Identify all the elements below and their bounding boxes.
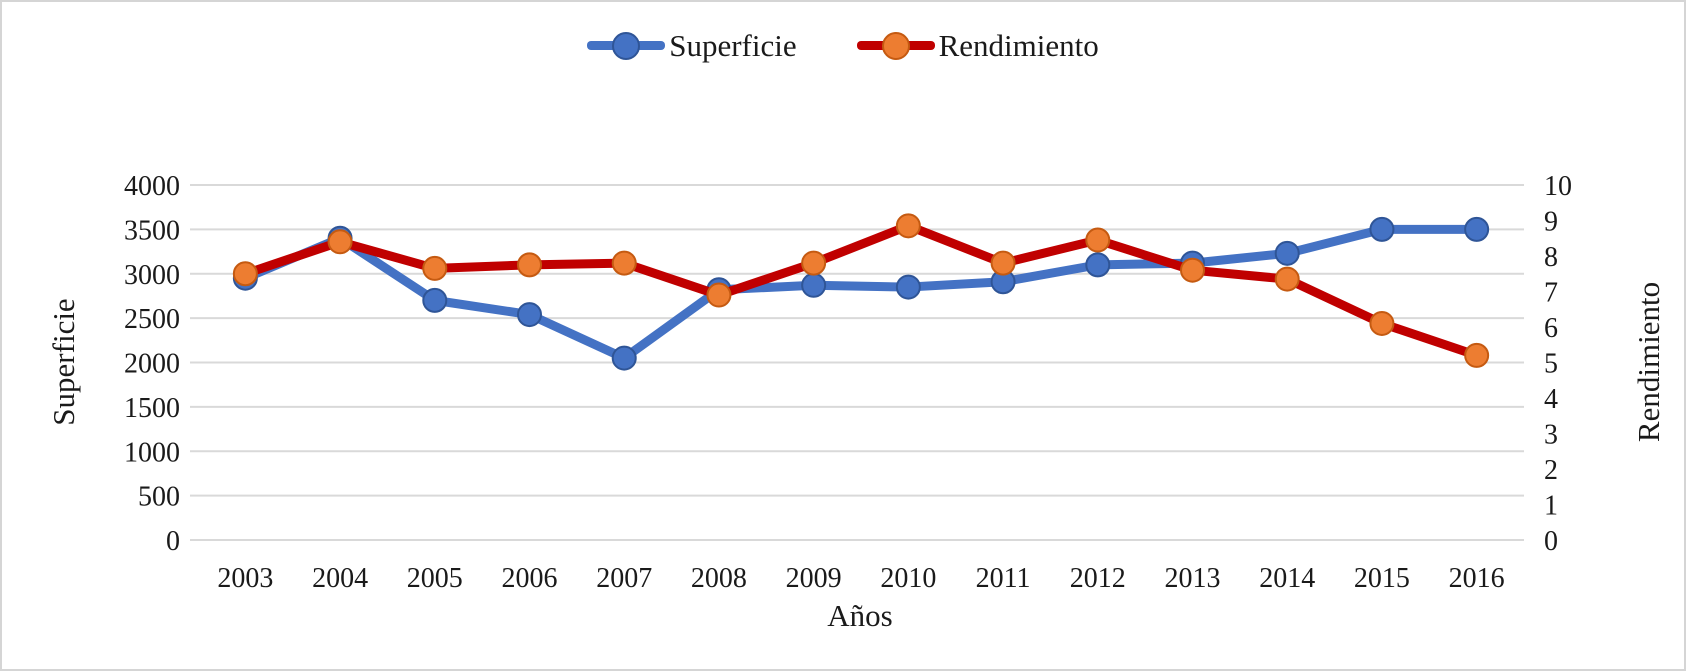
left-axis-tick-label: 1500 xyxy=(124,393,180,424)
data-point-superficie-2010[interactable] xyxy=(895,274,921,300)
data-point-superficie-2007[interactable] xyxy=(611,345,637,371)
x-axis-tick-label: 2005 xyxy=(407,563,463,594)
superficie-line-swatch-icon xyxy=(587,31,666,60)
legend-label-superficie: Superficie xyxy=(669,28,797,63)
legend-item-rendimiento[interactable]: Rendimiento xyxy=(856,28,1099,63)
data-point-rendimiento-2012[interactable] xyxy=(1085,227,1111,253)
data-point-superficie-2009[interactable] xyxy=(801,272,827,298)
data-point-superficie-2006[interactable] xyxy=(517,302,542,328)
left-axis-tick-label: 2500 xyxy=(124,304,180,335)
legend: Superficie Rendimiento xyxy=(2,30,1684,61)
data-point-rendimiento-2011[interactable] xyxy=(990,250,1016,276)
right-axis-tick-label: 6 xyxy=(1544,313,1558,344)
x-axis-tick-label: 2009 xyxy=(786,563,842,594)
legend-item-superficie[interactable]: Superficie xyxy=(587,28,797,63)
data-point-rendimiento-2008[interactable] xyxy=(706,282,732,308)
right-axis-tick-label: 0 xyxy=(1544,526,1558,557)
data-point-rendimiento-2013[interactable] xyxy=(1180,257,1205,283)
right-axis-tick-label: 4 xyxy=(1544,384,1558,415)
left-axis-tick-label: 3500 xyxy=(124,215,180,246)
right-axis-tick-label: 1 xyxy=(1544,491,1558,522)
data-point-rendimiento-2016[interactable] xyxy=(1464,342,1490,368)
left-axis-tick-label: 4000 xyxy=(124,171,180,202)
superficie-marker-icon xyxy=(612,31,641,60)
series-line-rendimiento xyxy=(240,221,1482,360)
right-axis-tick-label: 5 xyxy=(1544,349,1558,380)
right-axis-tick-label: 8 xyxy=(1544,242,1558,273)
right-axis-tick-label: 7 xyxy=(1544,278,1558,309)
data-point-rendimiento-2004[interactable] xyxy=(327,229,353,255)
x-axis-tick-label: 2010 xyxy=(880,563,936,594)
x-axis-tick-label: 2016 xyxy=(1449,563,1505,594)
left-axis-tick-label: 1000 xyxy=(124,437,180,468)
data-point-superficie-2014[interactable] xyxy=(1274,240,1300,266)
data-point-rendimiento-2015[interactable] xyxy=(1369,310,1395,336)
x-axis-tick-label: 2013 xyxy=(1165,563,1221,594)
x-axis-tick-label: 2011 xyxy=(976,563,1031,594)
right-axis-tick-label: 9 xyxy=(1544,207,1558,238)
data-point-superficie-2005[interactable] xyxy=(422,287,448,313)
data-point-rendimiento-2003[interactable] xyxy=(232,261,258,287)
legend-label-rendimiento: Rendimiento xyxy=(938,28,1099,63)
x-axis-tick-label: 2012 xyxy=(1070,563,1126,594)
data-point-superficie-2015[interactable] xyxy=(1369,216,1395,242)
x-axis-tick-label: 2004 xyxy=(312,563,368,594)
left-axis-tick-label: 500 xyxy=(138,482,180,513)
data-point-rendimiento-2005[interactable] xyxy=(422,255,448,281)
data-point-superficie-2016[interactable] xyxy=(1464,216,1490,242)
rendimiento-line-swatch-icon xyxy=(856,31,935,60)
data-point-superficie-2012[interactable] xyxy=(1085,252,1111,278)
left-axis-tick-label: 2000 xyxy=(124,349,180,380)
x-axis-tick-label: 2008 xyxy=(691,563,747,594)
x-axis-tick-label: 2015 xyxy=(1354,563,1410,594)
data-point-rendimiento-2014[interactable] xyxy=(1274,266,1300,292)
series-line-superficie xyxy=(240,224,1482,363)
right-axis-tick-label: 2 xyxy=(1544,455,1558,486)
right-axis-tick-label: 10 xyxy=(1544,171,1572,202)
x-axis-tick-label: 2014 xyxy=(1259,563,1315,594)
data-point-rendimiento-2006[interactable] xyxy=(517,252,542,278)
x-axis-title: Años xyxy=(827,598,893,633)
left-axis-tick-label: 3000 xyxy=(124,260,180,291)
data-point-rendimiento-2009[interactable] xyxy=(801,250,827,276)
left-axis-tick-label: 0 xyxy=(166,526,180,557)
x-axis-tick-label: 2007 xyxy=(596,563,652,594)
data-point-rendimiento-2007[interactable] xyxy=(611,250,637,276)
x-axis-tick-label: 2006 xyxy=(502,563,558,594)
rendimiento-marker-icon xyxy=(881,31,910,60)
x-axis-tick-label: 2003 xyxy=(217,563,273,594)
data-point-rendimiento-2010[interactable] xyxy=(895,213,921,239)
right-axis-tick-label: 3 xyxy=(1544,420,1558,451)
